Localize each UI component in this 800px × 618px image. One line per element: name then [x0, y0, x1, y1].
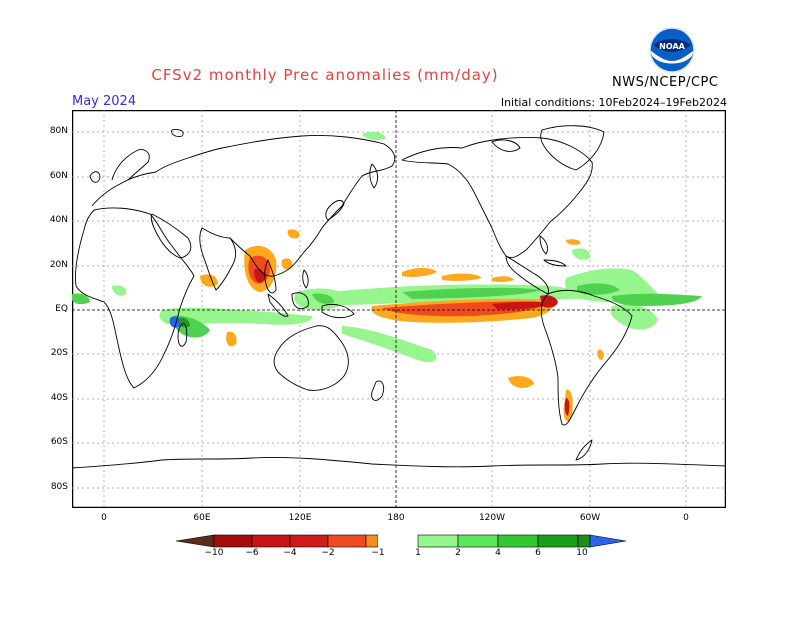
dry-patch-north-pacific — [402, 267, 437, 277]
coast-japan — [325, 199, 345, 221]
colorbar — [175, 534, 627, 548]
colorbar-label: −6 — [245, 548, 259, 558]
coast-asia — [221, 135, 396, 277]
lat-label-80s: 80S — [50, 482, 68, 492]
lon-label-180: 180 — [387, 513, 405, 523]
dry-patch-north-pacific-2 — [442, 273, 482, 281]
dry-patch-aus-west — [226, 331, 237, 347]
colorbar-label: 1 — [415, 548, 421, 558]
wet-patch-south-pacific — [342, 326, 437, 363]
lon-label-120w: 120W — [478, 513, 506, 523]
coast-greenland — [540, 125, 605, 171]
lat-label-80n: 80N — [49, 126, 68, 136]
colorbar-label: 2 — [455, 548, 461, 558]
colorbar-segment — [365, 534, 379, 548]
lat-label-60s: 60S — [50, 437, 68, 447]
coast-florida — [539, 235, 549, 255]
lat-label-eq: EQ — [55, 304, 68, 314]
colorbar-label: −4 — [283, 548, 297, 558]
initial-conditions: Initial conditions: 10Feb2024–19Feb2024 — [500, 96, 727, 109]
wet-patch-africa-west — [72, 293, 90, 305]
coast-canadian-arctic — [491, 139, 521, 152]
coast-india — [199, 227, 237, 291]
noaa-logo: NOAA — [649, 27, 695, 73]
colorbar-segment — [213, 534, 253, 548]
colorbar-label: −1 — [371, 548, 385, 558]
wet-patch-caribbean — [572, 248, 591, 260]
agency-label: NWS/NCEP/CPC — [612, 75, 719, 90]
coast-antarctica — [72, 457, 726, 469]
coast-cuba — [543, 259, 567, 267]
wet-patch-pacific-core — [402, 287, 542, 299]
lat-label-40n: 40N — [49, 215, 68, 225]
coastlines — [72, 125, 726, 469]
colorbar-segment — [251, 534, 291, 548]
coast-nz — [371, 380, 385, 401]
dry-patch-china — [287, 229, 300, 239]
coast-newguinea — [321, 303, 355, 319]
lon-label-0-left: 0 — [101, 513, 107, 523]
map-title: CFSv2 monthly Prec anomalies (mm/day) — [151, 66, 499, 84]
colorbar-label: 4 — [495, 548, 501, 558]
wet-patch-atlantic-core — [577, 283, 620, 295]
coast-borneo — [291, 292, 309, 310]
coast-scandinavia — [111, 149, 150, 181]
coast-philippines — [302, 269, 309, 289]
colorbar-segment — [577, 534, 591, 548]
colorbar-segment — [378, 535, 418, 547]
colorbar-label: −10 — [204, 548, 224, 558]
dry-patch-pacific-core — [492, 301, 552, 310]
colorbar-segment — [497, 534, 539, 548]
colorbar-segment — [289, 534, 329, 548]
colorbar-segment — [457, 534, 499, 548]
dry-patch-brazil-south — [597, 349, 604, 360]
precip-anomaly-patches — [72, 131, 702, 421]
coast-australia — [273, 325, 349, 391]
wet-patch-indian-ocean — [159, 307, 312, 325]
colorbar-label: −2 — [321, 548, 335, 558]
coast-arctic-islands — [171, 129, 184, 137]
wet-patch-amazon — [610, 304, 658, 330]
forecast-month: May 2024 — [72, 94, 137, 109]
colorbar-label: 10 — [576, 548, 588, 558]
coast-uk — [89, 171, 101, 183]
lon-label-0-right: 0 — [683, 513, 689, 523]
lat-label-40s: 40S — [50, 393, 68, 403]
map-frame — [72, 110, 726, 508]
lat-label-60n: 60N — [49, 171, 68, 181]
wet-patch-africa-gulf — [112, 285, 127, 296]
dry-patch-south-pacific — [508, 376, 534, 388]
lon-label-120e: 120E — [288, 513, 312, 523]
coast-africa — [75, 207, 195, 389]
coast-kamchatka — [369, 163, 379, 189]
logo-text: NOAA — [659, 42, 685, 51]
wet-patch-indonesia-core — [312, 293, 334, 304]
colorbar-arrow-left — [175, 534, 215, 548]
coast-antarctic-peninsula — [575, 439, 593, 461]
wet-patch-east-africa — [169, 316, 181, 328]
colorbar-segment — [417, 534, 459, 548]
coast-sumatra — [267, 293, 289, 317]
dry-patch-gulf — [566, 239, 581, 245]
colorbar-segment — [537, 534, 579, 548]
colorbar-arrow-right — [589, 534, 627, 548]
lat-label-20s: 20S — [50, 348, 68, 358]
coast-europe — [91, 147, 223, 207]
coast-arabia — [150, 213, 192, 259]
lat-label-20n: 20N — [49, 260, 68, 270]
coast-south-america — [540, 289, 633, 426]
coast-indochina — [264, 259, 277, 294]
coast-north-america — [401, 137, 593, 259]
dry-patch-chile-core — [564, 398, 570, 416]
dry-patch-north-pacific-3 — [492, 276, 514, 282]
wet-patch-eq-atlantic — [611, 293, 702, 306]
colorbar-label: 6 — [535, 548, 541, 558]
dry-patch-philippines — [281, 258, 293, 270]
coast-madagascar — [177, 323, 188, 347]
lon-label-60e: 60E — [193, 513, 211, 523]
lon-label-60w: 60W — [579, 513, 601, 523]
colorbar-segment — [327, 534, 367, 548]
wet-patch-arctic-sib — [362, 131, 386, 141]
